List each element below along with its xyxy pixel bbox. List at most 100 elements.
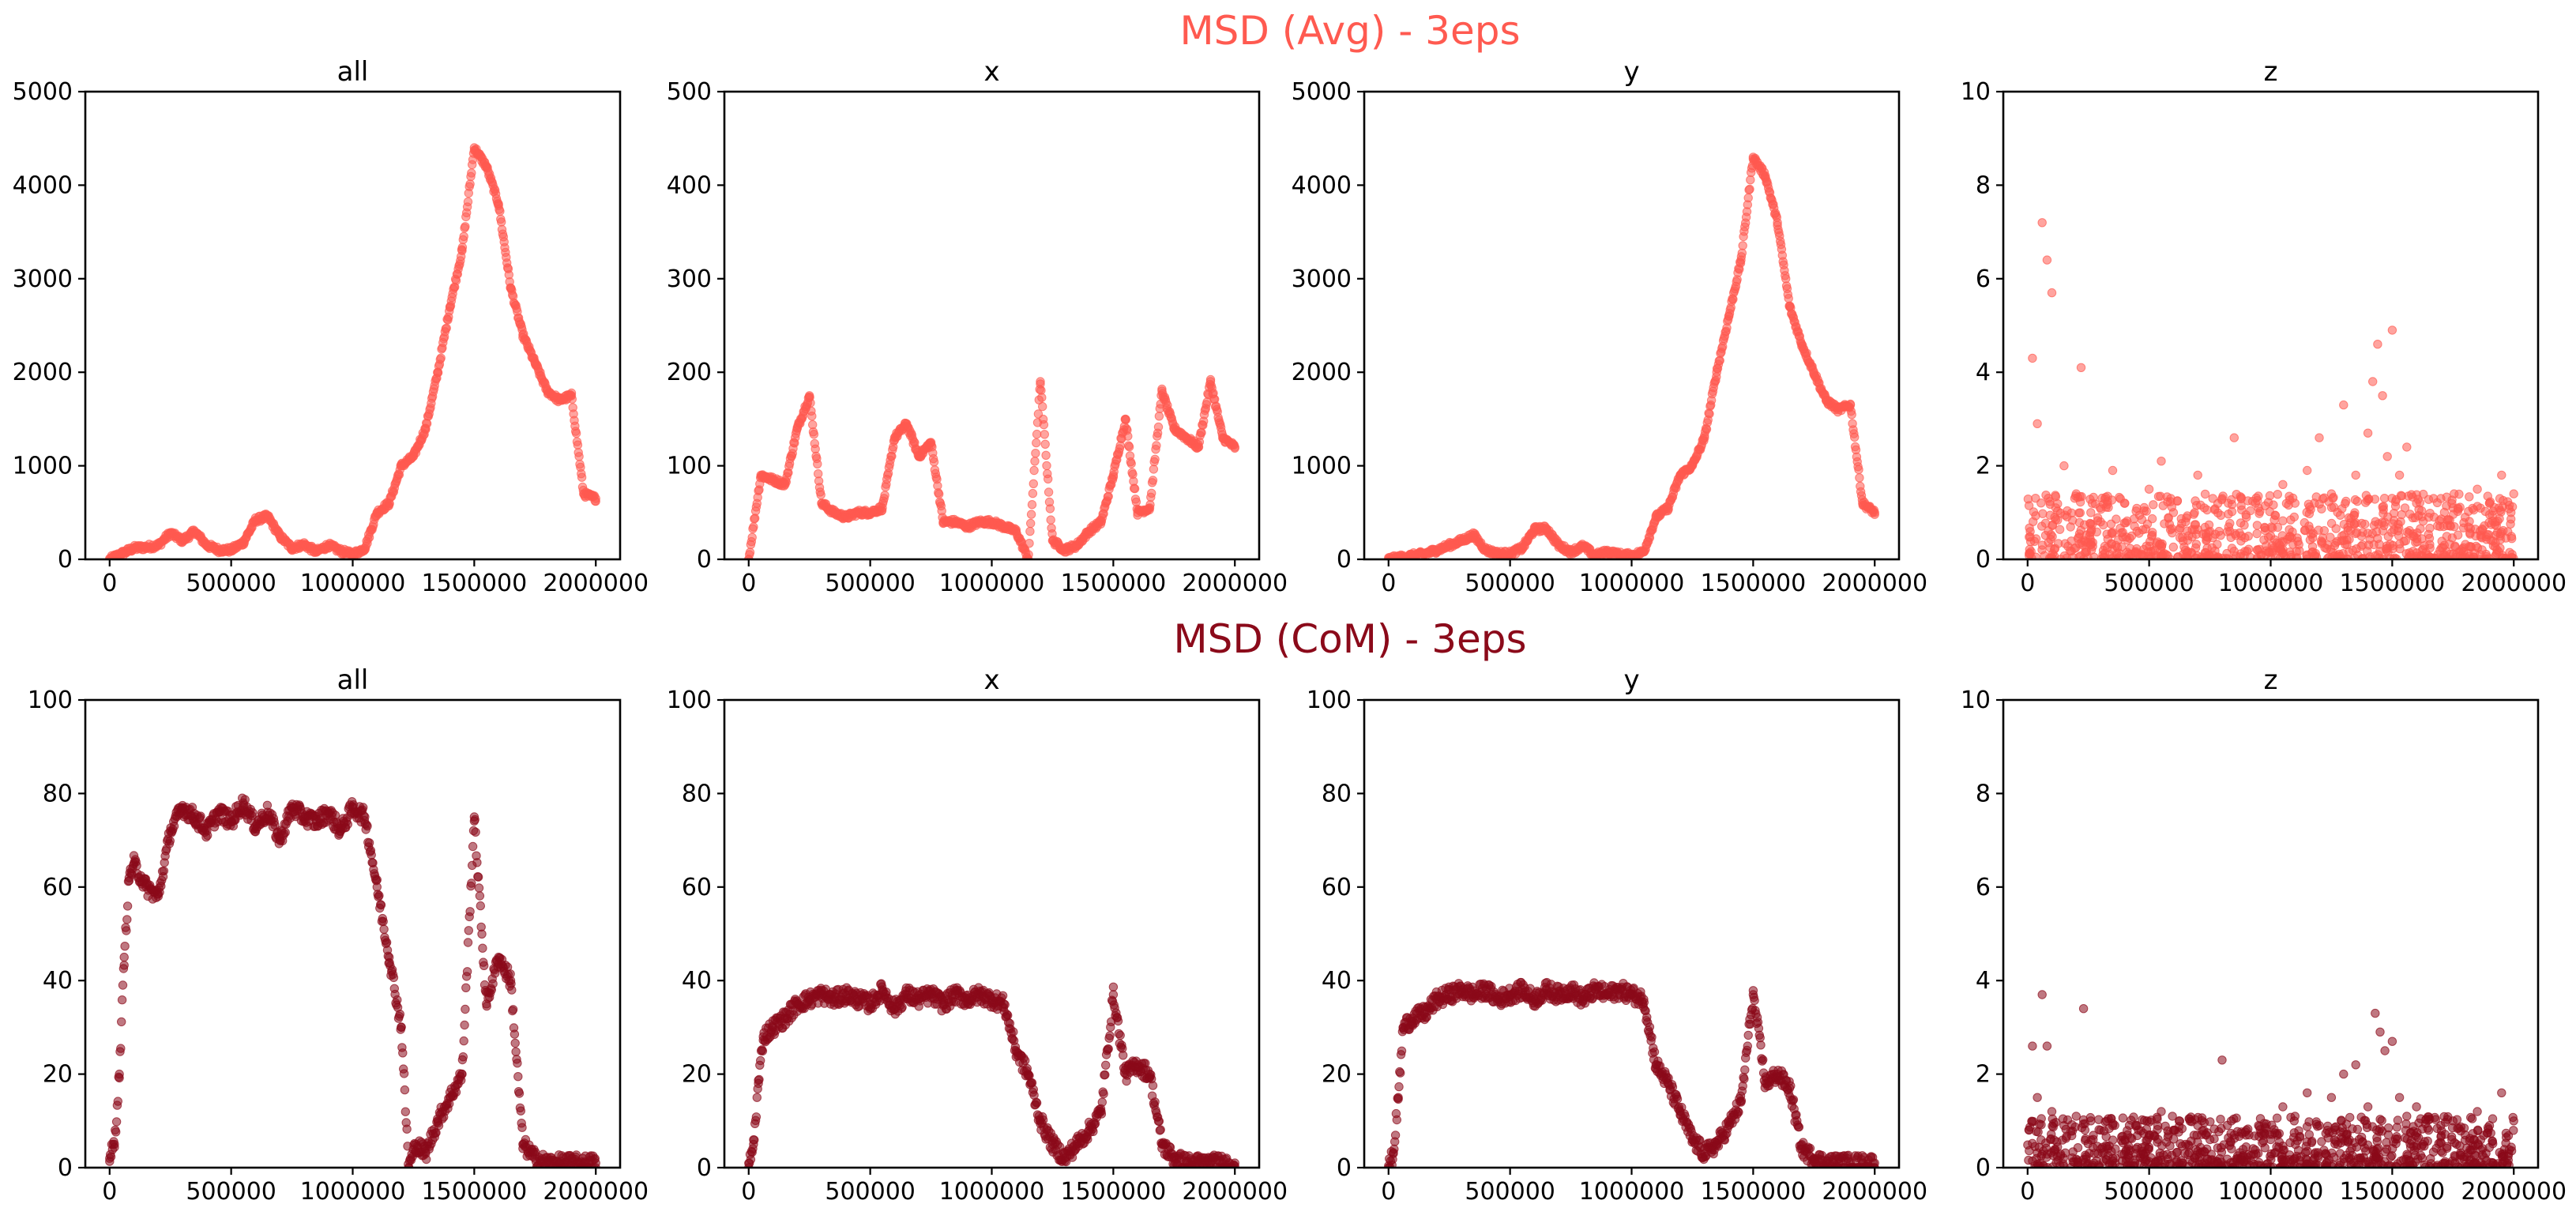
data-point <box>2314 525 2323 535</box>
y-tick-label: 0 <box>58 546 73 574</box>
data-point <box>1736 255 1746 265</box>
data-point <box>1029 479 1039 488</box>
data-point <box>1104 491 1113 502</box>
series-points-com-x <box>744 979 1239 1168</box>
data-point <box>2157 550 2168 559</box>
data-point <box>458 1052 468 1062</box>
data-point <box>2445 521 2455 530</box>
data-point <box>2200 489 2210 499</box>
data-point <box>2448 503 2458 513</box>
data-point <box>1396 552 1405 559</box>
data-point <box>2509 489 2518 499</box>
subplot-title-avg-z: z <box>2264 56 2278 88</box>
subplot-title-avg-all: all <box>337 56 369 88</box>
data-point <box>1097 1097 1107 1107</box>
data-point <box>889 433 900 442</box>
data-point <box>2229 433 2239 442</box>
data-point <box>2226 532 2236 543</box>
data-point <box>804 391 814 401</box>
data-point <box>749 1139 758 1149</box>
data-point <box>2461 540 2470 549</box>
data-point <box>2181 517 2191 527</box>
data-point <box>806 398 815 408</box>
data-point <box>2495 544 2505 553</box>
data-point <box>372 508 382 517</box>
x-tick-label: 500000 <box>1465 570 1555 597</box>
data-point <box>1044 487 1054 497</box>
data-point <box>938 999 948 1009</box>
data-point <box>1420 549 1430 559</box>
data-point <box>2273 522 2283 532</box>
data-point <box>1060 545 1070 555</box>
data-point <box>2413 511 2424 521</box>
data-point <box>2199 503 2209 513</box>
data-point <box>1218 1158 1228 1168</box>
data-point <box>1784 302 1795 311</box>
subplot-title-avg-x: x <box>983 56 999 88</box>
x-tick-label: 2000000 <box>1182 570 1288 597</box>
data-point <box>2129 514 2139 524</box>
data-point <box>1615 550 1624 559</box>
data-point <box>1039 420 1049 430</box>
data-point <box>2394 470 2405 480</box>
data-point <box>2424 533 2435 544</box>
data-point <box>433 1116 442 1126</box>
data-point <box>2243 496 2253 506</box>
data-point <box>1626 551 1637 559</box>
data-point <box>477 929 487 939</box>
data-point <box>758 1046 768 1056</box>
data-point <box>2461 513 2470 522</box>
data-point <box>2254 503 2263 513</box>
data-point <box>2086 526 2097 536</box>
data-point <box>2352 496 2363 506</box>
data-point <box>2341 540 2350 549</box>
data-point <box>2120 499 2130 508</box>
data-point <box>756 1055 765 1066</box>
data-point <box>2278 480 2288 489</box>
data-point <box>2412 490 2422 499</box>
data-point <box>2287 533 2296 543</box>
data-point <box>2388 519 2398 529</box>
data-point <box>2358 528 2367 537</box>
data-point <box>397 461 406 471</box>
data-point <box>2119 518 2130 528</box>
data-point <box>1390 1131 1401 1140</box>
data-point <box>1124 442 1134 452</box>
x-tick-label: 2000000 <box>543 1178 649 1206</box>
data-point <box>457 246 467 255</box>
data-point <box>902 419 912 428</box>
data-point <box>475 891 485 901</box>
data-point <box>445 302 455 311</box>
data-point <box>510 1029 520 1039</box>
data-point <box>914 995 923 1004</box>
y-tick-label: 100 <box>28 687 73 714</box>
data-point <box>756 470 765 480</box>
data-point <box>950 517 961 527</box>
data-point <box>999 999 1009 1009</box>
data-point <box>1554 540 1563 550</box>
data-point <box>476 901 485 911</box>
data-point <box>2311 548 2321 559</box>
x-tick-label: 2000000 <box>2461 570 2567 597</box>
x-tick-label: 0 <box>102 570 117 597</box>
data-point <box>1182 1158 1191 1168</box>
data-point <box>343 819 352 830</box>
data-point <box>1108 990 1119 999</box>
data-point <box>2124 551 2134 559</box>
data-point <box>2507 534 2517 544</box>
data-point <box>2025 523 2034 532</box>
data-point <box>2448 549 2458 559</box>
data-point <box>385 952 394 962</box>
data-point <box>746 1155 756 1164</box>
data-point <box>497 217 506 227</box>
data-point <box>2243 532 2253 541</box>
subplot-title-com-y: y <box>1623 664 1639 696</box>
data-point <box>2401 536 2411 546</box>
data-point <box>999 521 1009 532</box>
data-point <box>1113 1016 1123 1026</box>
x-tick-label: 500000 <box>186 1178 276 1206</box>
data-point <box>2292 547 2301 556</box>
data-point <box>579 1158 589 1168</box>
data-point <box>2153 491 2164 502</box>
